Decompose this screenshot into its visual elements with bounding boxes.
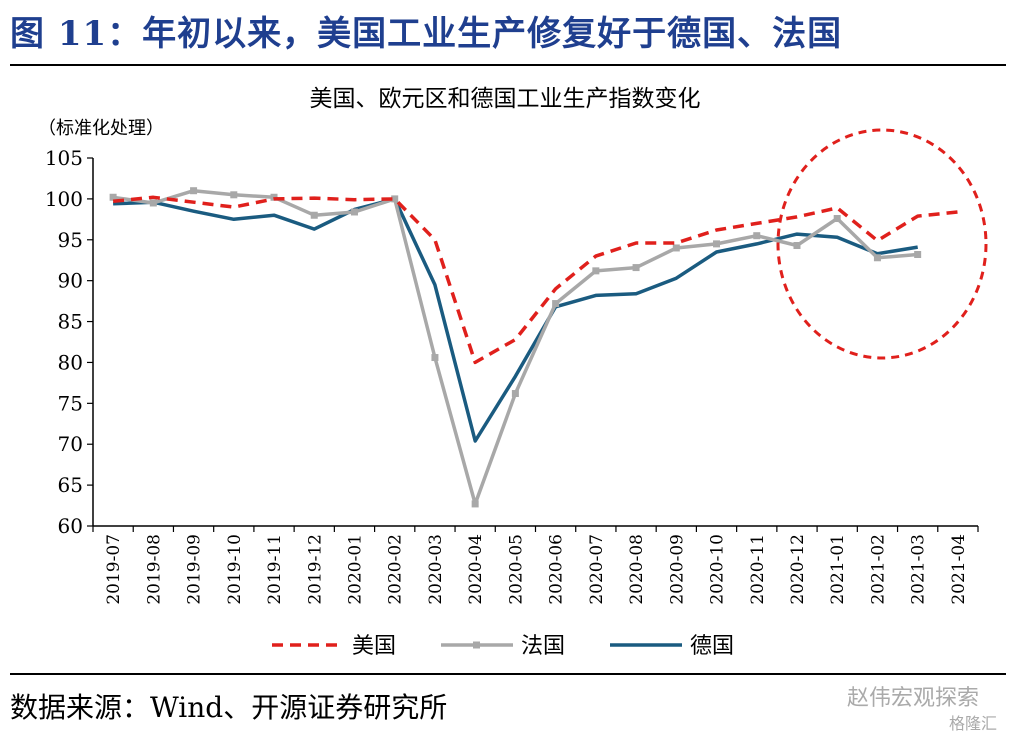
series-line-0 (112, 195, 959, 365)
source-rule (10, 673, 1006, 675)
series-point (672, 244, 680, 252)
legend-label-1: 法国 (521, 634, 565, 659)
x-tick-label: 2021-01 (828, 534, 848, 605)
x-tick-label: 2020-10 (708, 534, 728, 605)
y-tick-label: 70 (58, 432, 83, 456)
series-point (109, 193, 117, 201)
series-point (431, 354, 439, 362)
series-point (391, 195, 399, 203)
x-tick-label: 2019-09 (185, 534, 205, 605)
x-tick-label: 2020-11 (748, 534, 768, 605)
series-point (753, 232, 761, 240)
figure-title: 图 11：年初以来，美国工业生产修复好于德国、法国 (10, 14, 843, 54)
x-tick-label: 2020-08 (627, 534, 647, 605)
x-tick-label: 2021-04 (949, 534, 969, 605)
series-point (350, 208, 358, 216)
y-tick-label: 90 (58, 269, 83, 293)
y-tick-label: 105 (45, 146, 83, 170)
series-point (190, 187, 198, 195)
x-tick-label: 2020-02 (386, 534, 406, 605)
x-tick-label: 2020-03 (426, 534, 446, 605)
legend-label-2: 德国 (690, 634, 734, 659)
x-tick-label: 2020-07 (587, 534, 607, 605)
x-tick-label: 2019-08 (144, 534, 164, 605)
x-tick-label: 2019-10 (225, 534, 245, 605)
x-tick-label: 2021-02 (868, 534, 888, 605)
line-chart: 美国、欧元区和德国工业生产指数变化 （标准化处理） 60 65 70 75 80 85 90… (38, 86, 988, 659)
y-tick-label: 85 (58, 310, 83, 334)
series-point (230, 191, 238, 199)
y-axis-unit-label: （标准化处理） (38, 118, 164, 139)
y-tick-label: 60 (58, 514, 83, 538)
x-tick-label: 2020-05 (506, 534, 526, 605)
series-point (914, 250, 922, 258)
y-tick-label: 65 (58, 473, 83, 497)
series-point (471, 500, 479, 508)
x-tick-label: 2021-03 (909, 534, 929, 605)
watermark-text: 赵伟宏观探索 (846, 686, 979, 711)
series-point (873, 254, 881, 262)
x-tick-label: 2020-04 (466, 534, 486, 605)
x-tick-label: 2019-11 (265, 534, 285, 605)
chart-title: 美国、欧元区和德国工业生产指数变化 (310, 86, 701, 112)
y-tick-label: 80 (58, 350, 83, 374)
series-point (310, 211, 318, 219)
series-point (552, 300, 560, 308)
x-tick-label: 2019-12 (305, 534, 325, 605)
series-line-2 (113, 197, 918, 443)
series-point (511, 390, 519, 398)
x-tick-label: 2020-06 (547, 534, 567, 605)
series-line-1 (112, 188, 918, 506)
source-note: 数据来源：Wind、开源证券研究所 (10, 691, 448, 724)
series-point (592, 267, 600, 275)
series-point (149, 199, 157, 207)
series-point (793, 242, 801, 250)
highlight-circle (776, 128, 988, 360)
x-tick-label: 2020-01 (345, 534, 365, 605)
y-tick-label: 95 (58, 228, 83, 252)
series-point (833, 215, 841, 223)
series-point (713, 240, 721, 248)
y-tick-label: 100 (45, 187, 83, 211)
legend-label-0: 美国 (352, 634, 396, 659)
series-point (632, 264, 640, 272)
y-tick-label: 75 (58, 391, 83, 415)
x-tick-label: 2020-09 (667, 534, 687, 605)
title-rule (10, 64, 1006, 66)
legend-marker (473, 641, 480, 649)
watermark-brand: 格隆汇 (948, 714, 997, 733)
x-tick-label: 2019-07 (104, 534, 124, 605)
x-tick-label: 2020-12 (788, 534, 808, 605)
